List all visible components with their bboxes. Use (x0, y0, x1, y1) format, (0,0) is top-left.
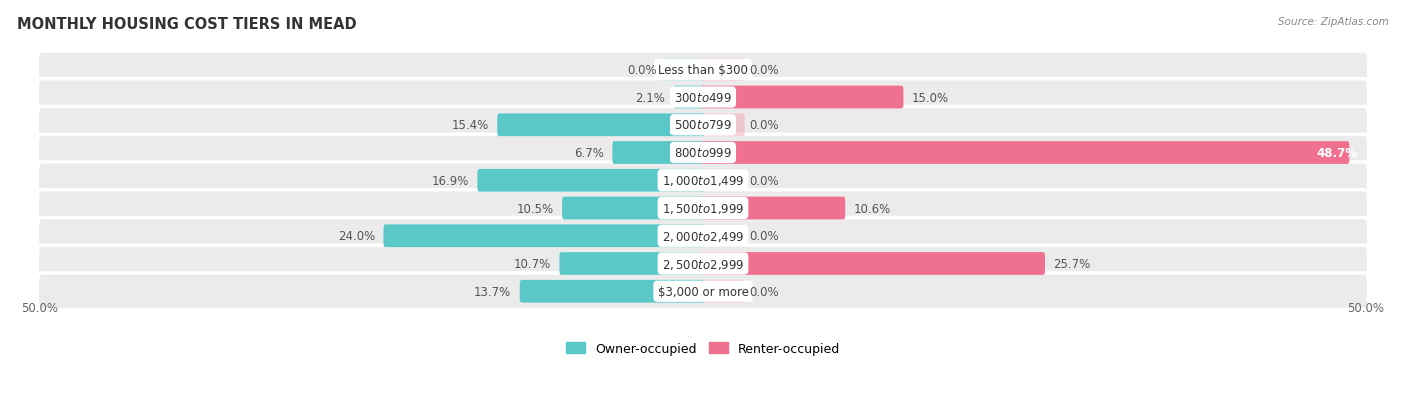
FancyBboxPatch shape (520, 280, 704, 303)
Text: 15.4%: 15.4% (451, 119, 489, 132)
Text: 0.0%: 0.0% (749, 230, 779, 243)
Text: Source: ZipAtlas.com: Source: ZipAtlas.com (1278, 17, 1389, 26)
FancyBboxPatch shape (702, 114, 745, 137)
Text: $500 to $799: $500 to $799 (673, 119, 733, 132)
Text: 10.6%: 10.6% (853, 202, 891, 215)
Text: 10.7%: 10.7% (513, 257, 551, 271)
FancyBboxPatch shape (38, 52, 1368, 88)
Text: 16.9%: 16.9% (432, 174, 468, 188)
FancyBboxPatch shape (562, 197, 704, 220)
FancyBboxPatch shape (702, 225, 745, 247)
FancyBboxPatch shape (560, 252, 704, 275)
FancyBboxPatch shape (38, 107, 1368, 144)
FancyBboxPatch shape (38, 163, 1368, 199)
FancyBboxPatch shape (478, 169, 704, 192)
FancyBboxPatch shape (673, 86, 704, 109)
Text: 13.7%: 13.7% (474, 285, 512, 298)
Text: 6.7%: 6.7% (574, 147, 603, 160)
Text: 10.5%: 10.5% (516, 202, 554, 215)
FancyBboxPatch shape (38, 218, 1368, 254)
Text: $800 to $999: $800 to $999 (673, 147, 733, 160)
Legend: Owner-occupied, Renter-occupied: Owner-occupied, Renter-occupied (561, 337, 845, 360)
FancyBboxPatch shape (38, 135, 1368, 171)
Text: 0.0%: 0.0% (627, 64, 657, 76)
Text: MONTHLY HOUSING COST TIERS IN MEAD: MONTHLY HOUSING COST TIERS IN MEAD (17, 17, 357, 31)
FancyBboxPatch shape (702, 169, 745, 192)
FancyBboxPatch shape (702, 142, 1350, 164)
FancyBboxPatch shape (661, 59, 704, 81)
FancyBboxPatch shape (702, 280, 745, 303)
Text: $1,000 to $1,499: $1,000 to $1,499 (662, 174, 744, 188)
Text: 0.0%: 0.0% (749, 285, 779, 298)
Text: $300 to $499: $300 to $499 (673, 91, 733, 104)
FancyBboxPatch shape (702, 197, 845, 220)
Text: 50.0%: 50.0% (1347, 301, 1385, 314)
Text: 0.0%: 0.0% (749, 174, 779, 188)
Text: 0.0%: 0.0% (749, 64, 779, 76)
Text: 25.7%: 25.7% (1053, 257, 1091, 271)
FancyBboxPatch shape (38, 190, 1368, 227)
Text: Less than $300: Less than $300 (658, 64, 748, 76)
FancyBboxPatch shape (38, 273, 1368, 310)
Text: $1,500 to $1,999: $1,500 to $1,999 (662, 202, 744, 216)
Text: $3,000 or more: $3,000 or more (658, 285, 748, 298)
Text: 15.0%: 15.0% (912, 91, 949, 104)
Text: 2.1%: 2.1% (634, 91, 665, 104)
Text: $2,500 to $2,999: $2,500 to $2,999 (662, 257, 744, 271)
FancyBboxPatch shape (702, 86, 904, 109)
FancyBboxPatch shape (384, 225, 704, 247)
FancyBboxPatch shape (38, 246, 1368, 282)
FancyBboxPatch shape (613, 142, 704, 164)
Text: 0.0%: 0.0% (749, 119, 779, 132)
FancyBboxPatch shape (702, 59, 745, 81)
Text: $2,000 to $2,499: $2,000 to $2,499 (662, 229, 744, 243)
FancyBboxPatch shape (38, 80, 1368, 116)
FancyBboxPatch shape (702, 252, 1045, 275)
FancyBboxPatch shape (498, 114, 704, 137)
Text: 50.0%: 50.0% (21, 301, 59, 314)
Text: 48.7%: 48.7% (1317, 147, 1358, 160)
Text: 24.0%: 24.0% (337, 230, 375, 243)
